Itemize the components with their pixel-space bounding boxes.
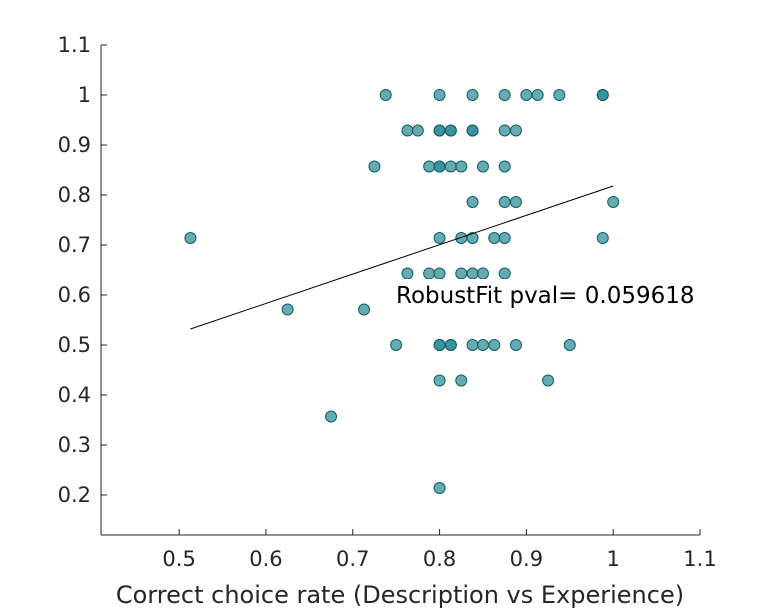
data-point [433, 374, 446, 387]
x-tick-label: 0.5 [162, 547, 195, 571]
data-point [488, 339, 501, 351]
data-point [466, 267, 479, 280]
data-point [358, 303, 371, 316]
data-point [476, 339, 489, 351]
data-point [444, 160, 457, 173]
data-point [466, 196, 479, 208]
y-tick-label: 1 [78, 83, 91, 107]
data-point [368, 160, 381, 173]
y-ticks: 0.2 0.3 0.4 0.5 0.6 0.7 0.8 0.9 1 1.1 [58, 33, 107, 507]
x-ticks: 0.5 0.6 0.7 0.8 0.9 1 1.1 [162, 529, 717, 571]
data-point [520, 89, 533, 101]
data-point [466, 124, 479, 137]
y-tick-label: 0.5 [58, 333, 91, 357]
data-point [596, 89, 609, 101]
data-point [466, 89, 479, 101]
data-point [466, 339, 479, 351]
data-point [423, 160, 436, 173]
data-point [509, 339, 522, 351]
y-tick-label: 0.3 [58, 433, 91, 457]
data-point [379, 89, 392, 101]
data-point [411, 124, 424, 137]
data-point [455, 232, 468, 244]
data-point [498, 160, 511, 173]
data-point [433, 124, 446, 137]
x-tick-label: 0.8 [423, 547, 456, 571]
data-point [498, 124, 511, 137]
data-point [509, 196, 522, 208]
data-point [401, 267, 414, 280]
data-point [433, 89, 446, 101]
data-point [184, 232, 197, 244]
data-point [498, 267, 511, 280]
data-point [433, 339, 446, 351]
robustfit-annotation: RobustFit pval= 0.059618 [396, 283, 695, 309]
x-axis-title: Correct choice rate (Description vs Expe… [116, 581, 684, 609]
data-point [498, 232, 511, 244]
data-point [531, 89, 544, 101]
y-tick-label: 0.8 [58, 183, 91, 207]
data-point [476, 160, 489, 173]
data-point [563, 339, 576, 351]
data-point [596, 232, 609, 244]
y-tick-label: 0.6 [58, 283, 91, 307]
y-tick-label: 0.2 [58, 483, 91, 507]
data-point [433, 160, 446, 173]
axes [100, 45, 700, 536]
data-point [553, 89, 566, 101]
data-point [433, 267, 446, 280]
y-tick-label: 0.7 [58, 233, 91, 257]
data-point [476, 267, 489, 280]
data-point [444, 124, 457, 137]
data-point [325, 410, 338, 423]
data-point [455, 374, 468, 387]
x-tick-label: 0.6 [249, 547, 282, 571]
data-point [509, 124, 522, 137]
data-point [455, 160, 468, 173]
annotation-background [392, 279, 737, 315]
data-point [401, 124, 414, 137]
data-point [542, 374, 555, 387]
data-point [607, 196, 620, 208]
data-point [444, 339, 457, 351]
x-tick-label: 0.7 [336, 547, 369, 571]
x-tick-label: 1.1 [683, 547, 716, 571]
x-tick-label: 1 [607, 547, 620, 571]
y-tick-label: 0.4 [58, 383, 91, 407]
data-point [433, 232, 446, 244]
data-point [433, 482, 446, 494]
data-point [455, 267, 468, 280]
robust-fit-line [190, 185, 614, 330]
y-tick-label: 1.1 [58, 33, 91, 57]
data-point [281, 303, 294, 316]
data-points [184, 89, 620, 494]
x-tick-label: 0.9 [510, 547, 543, 571]
data-point [498, 89, 511, 101]
y-tick-label: 0.9 [58, 133, 91, 157]
data-point [466, 232, 479, 244]
data-point [498, 196, 511, 208]
data-point [390, 339, 403, 351]
data-point [488, 232, 501, 244]
data-point [423, 267, 436, 280]
